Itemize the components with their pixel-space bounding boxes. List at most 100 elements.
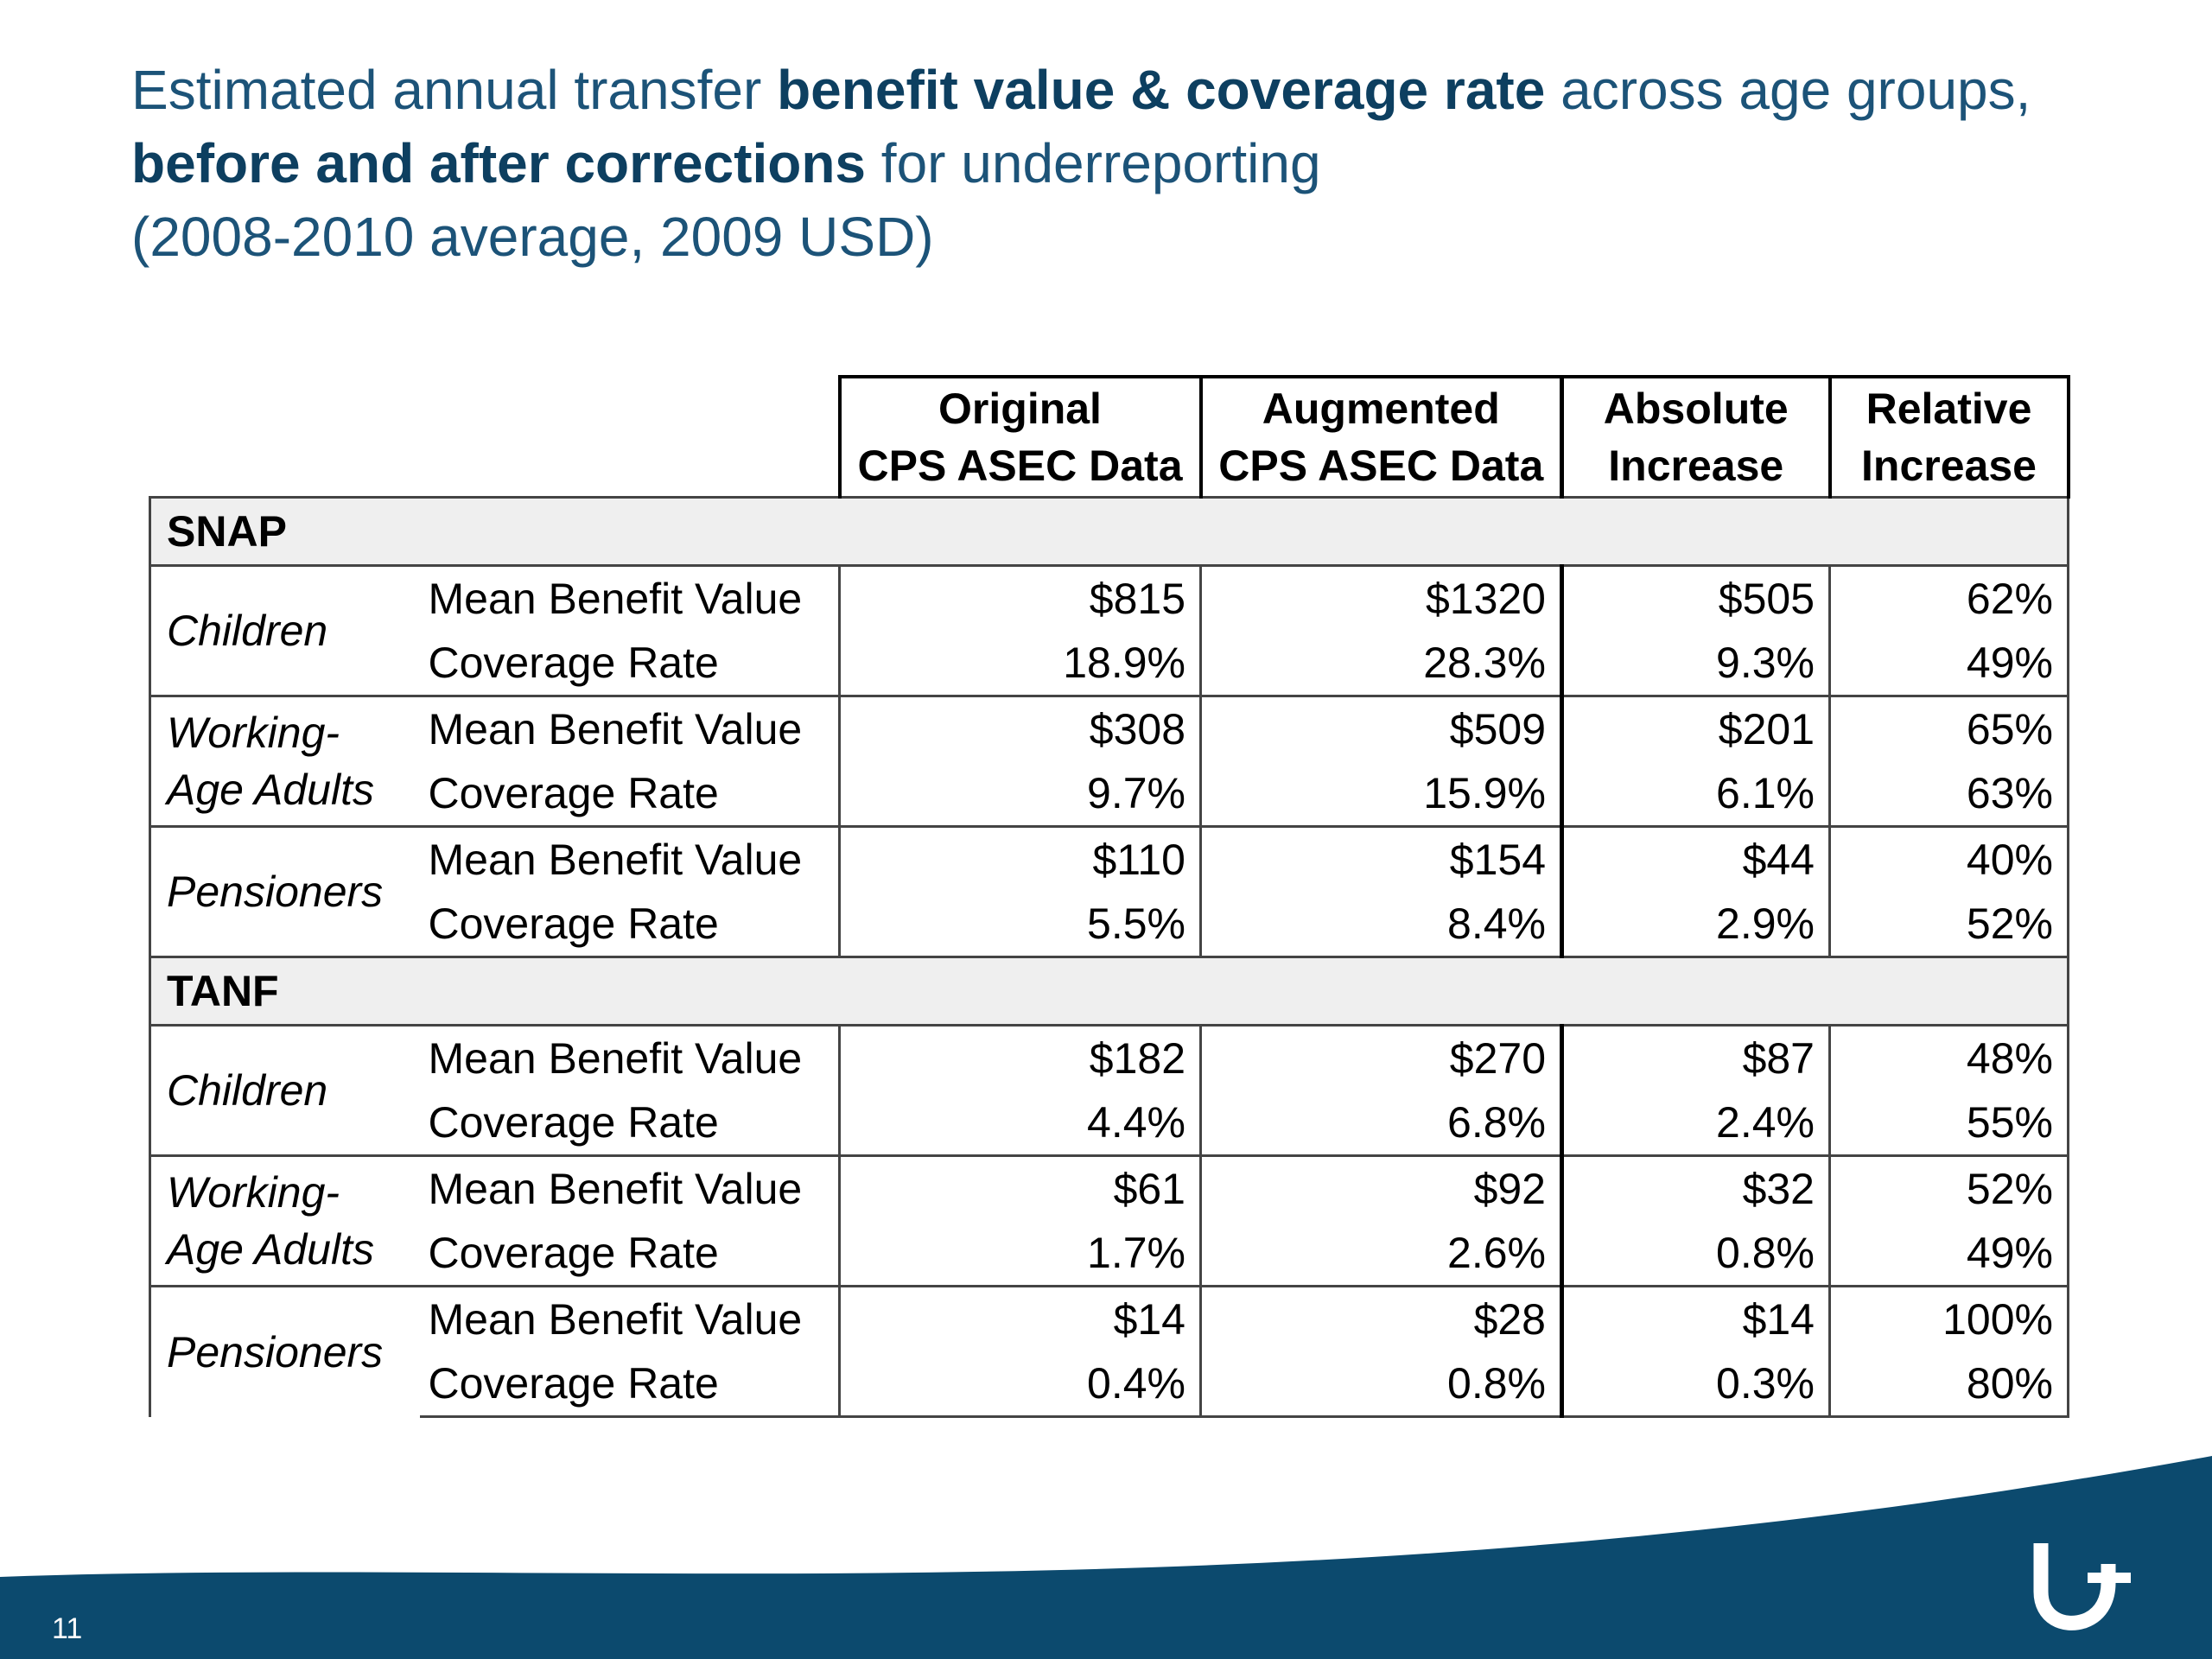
metric-label: Coverage Rate xyxy=(419,1090,841,1157)
table-row: Working- Age Adults Mean Benefit Value $308… xyxy=(149,695,2069,827)
cell-augmented: 6.8% xyxy=(1199,1090,1563,1157)
metric-label: Coverage Rate xyxy=(419,761,841,828)
section-row: TANF xyxy=(149,956,2069,1027)
col-header-absolute-line1: Absolute xyxy=(1603,385,1789,433)
benefit-table: Original CPS ASEC Data Augmented CPS ASEC … xyxy=(149,375,2070,1418)
table-row: Coverage Rate 4.4% 6.8% 2.4% 55% xyxy=(150,1090,2069,1157)
cell-relative: 100% xyxy=(1828,1285,2069,1351)
title-line3: (2008-2010 average, 2009 USD) xyxy=(131,206,934,268)
age-group-label-line: Age Adults xyxy=(167,766,374,814)
cell-absolute: $201 xyxy=(1560,695,1831,761)
col-header-absolute-line2: Increase xyxy=(1608,442,1784,490)
cell-absolute: $505 xyxy=(1560,564,1831,631)
cell-relative: 48% xyxy=(1828,1024,2069,1090)
metric-label: Coverage Rate xyxy=(419,631,841,697)
cell-relative: 52% xyxy=(1828,1154,2069,1221)
cell-relative: 62% xyxy=(1828,564,2069,631)
cell-augmented: $270 xyxy=(1199,1024,1563,1090)
cell-original: 5.5% xyxy=(838,892,1202,958)
cell-original: $110 xyxy=(838,825,1202,892)
cell-absolute: 6.1% xyxy=(1560,761,1831,828)
col-header-original-line1: Original xyxy=(938,385,1102,433)
col-header-relative: Relative Increase xyxy=(1827,375,2070,498)
section-row: SNAP xyxy=(149,496,2069,567)
col-header-augmented-line2: CPS ASEC Data xyxy=(1218,442,1544,490)
col-header-absolute: Absolute Increase xyxy=(1560,375,1832,498)
age-group-label-line: Age Adults xyxy=(167,1225,374,1274)
table-row: Coverage Rate 5.5% 8.4% 2.9% 52% xyxy=(150,892,2069,958)
table-row: Pensioners Mean Benefit Value $14 $28 $14 100… xyxy=(149,1285,2069,1417)
col-header-relative-line2: Increase xyxy=(1861,442,2037,490)
cell-relative: 49% xyxy=(1828,1221,2069,1287)
col-header-augmented-line1: Augmented xyxy=(1262,385,1500,433)
cell-augmented: 15.9% xyxy=(1199,761,1563,828)
table-body: SNAP Children Mean Benefit Value $815 $1320 $… xyxy=(149,496,2069,1418)
metric-label: Mean Benefit Value xyxy=(419,825,841,892)
title-line1-bold: benefit value & coverage rate xyxy=(777,59,1546,121)
cell-augmented: $154 xyxy=(1199,825,1563,892)
cell-relative: 80% xyxy=(1828,1351,2069,1418)
metric-label: Mean Benefit Value xyxy=(419,564,841,631)
cell-original: 9.7% xyxy=(838,761,1202,828)
col-header-relative-line1: Relative xyxy=(1866,385,2032,433)
table-row: Coverage Rate 1.7% 2.6% 0.8% 49% xyxy=(150,1221,2069,1287)
cell-absolute: 0.8% xyxy=(1560,1221,1831,1287)
table-row: Coverage Rate 0.4% 0.8% 0.3% 80% xyxy=(150,1351,2069,1418)
section-label: TANF xyxy=(149,956,2069,1027)
cell-relative: 63% xyxy=(1828,761,2069,828)
table-row: Children Mean Benefit Value $815 $1320 $505 6… xyxy=(149,564,2069,696)
section-label: SNAP xyxy=(149,496,2069,567)
cell-original: $815 xyxy=(838,564,1202,631)
cell-augmented: 8.4% xyxy=(1199,892,1563,958)
table-row: Children Mean Benefit Value $182 $270 $87 48% xyxy=(149,1024,2069,1156)
cell-absolute: 2.4% xyxy=(1560,1090,1831,1157)
age-group-label: Pensioners xyxy=(149,1285,420,1417)
cell-absolute: 9.3% xyxy=(1560,631,1831,697)
cell-original: 4.4% xyxy=(838,1090,1202,1157)
age-group-label: Children xyxy=(149,564,420,696)
cell-original: 1.7% xyxy=(838,1221,1202,1287)
cell-absolute: $14 xyxy=(1560,1285,1831,1351)
cell-original: $182 xyxy=(838,1024,1202,1090)
slide-title: Estimated annual transfer benefit value … xyxy=(131,54,2119,274)
age-group-label: Children xyxy=(149,1024,420,1156)
cell-augmented: $28 xyxy=(1199,1285,1563,1351)
page-number: 11 xyxy=(52,1612,83,1645)
cell-relative: 40% xyxy=(1828,825,2069,892)
cell-relative: 55% xyxy=(1828,1090,2069,1157)
cell-original: 0.4% xyxy=(838,1351,1202,1418)
age-group-label-line: Working- xyxy=(167,1168,340,1217)
cell-relative: 52% xyxy=(1828,892,2069,958)
metric-label: Mean Benefit Value xyxy=(419,1154,841,1221)
age-group-label: Pensioners xyxy=(149,825,420,957)
header-blank xyxy=(150,377,840,498)
cell-absolute: 2.9% xyxy=(1560,892,1831,958)
col-header-augmented: Augmented CPS ASEC Data xyxy=(1198,375,1564,498)
title-line1-end: across age groups, xyxy=(1545,59,2031,121)
cell-absolute: $44 xyxy=(1560,825,1831,892)
institution-logo-icon xyxy=(2033,1543,2131,1630)
table-header-row: Original CPS ASEC Data Augmented CPS ASEC … xyxy=(150,375,2070,498)
cell-augmented: $92 xyxy=(1199,1154,1563,1221)
cell-relative: 65% xyxy=(1828,695,2069,761)
metric-label: Coverage Rate xyxy=(419,892,841,958)
metric-label: Coverage Rate xyxy=(419,1351,841,1418)
cell-augmented: 28.3% xyxy=(1199,631,1563,697)
table-row: Coverage Rate 18.9% 28.3% 9.3% 49% xyxy=(150,631,2069,697)
title-line2-end: for underreporting xyxy=(866,132,1321,194)
table-row: Pensioners Mean Benefit Value $110 $154 $44 4… xyxy=(149,825,2069,957)
cell-augmented: $1320 xyxy=(1199,564,1563,631)
table-row: Coverage Rate 9.7% 15.9% 6.1% 63% xyxy=(150,761,2069,828)
metric-label: Mean Benefit Value xyxy=(419,695,841,761)
cell-original: $61 xyxy=(838,1154,1202,1221)
cell-original: $14 xyxy=(838,1285,1202,1351)
col-header-original-line2: CPS ASEC Data xyxy=(857,442,1183,490)
col-header-original: Original CPS ASEC Data xyxy=(837,375,1203,498)
age-group-label: Working- Age Adults xyxy=(149,695,420,827)
cell-original: 18.9% xyxy=(838,631,1202,697)
title-line1-plain: Estimated annual transfer xyxy=(131,59,778,121)
cell-absolute: 0.3% xyxy=(1560,1351,1831,1418)
metric-label: Coverage Rate xyxy=(419,1221,841,1287)
cell-original: $308 xyxy=(838,695,1202,761)
